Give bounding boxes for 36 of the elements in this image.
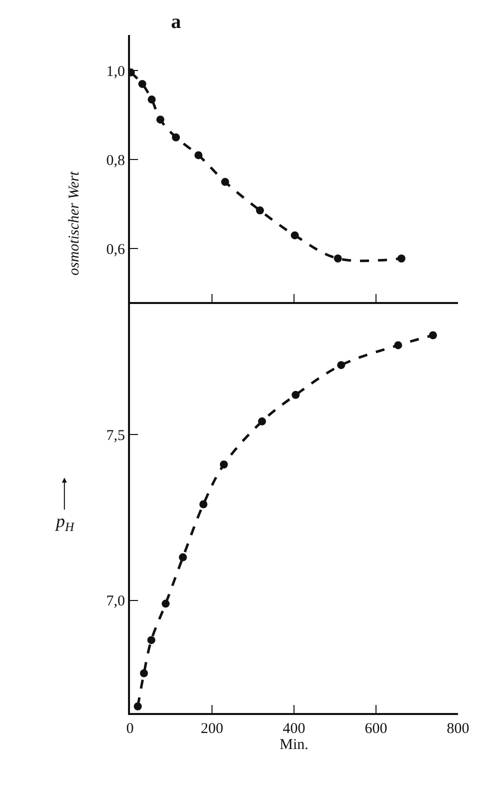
point — [162, 600, 170, 608]
point — [394, 341, 402, 350]
y-tick-label: 7,0 — [106, 594, 125, 610]
point — [194, 151, 202, 160]
y-tick-label: 0,8 — [106, 152, 125, 169]
chart-title: a — [171, 11, 181, 33]
y-tick-label: 7,5 — [106, 428, 125, 444]
point — [172, 133, 180, 142]
point — [256, 206, 264, 214]
point — [397, 254, 406, 262]
y-axis-title: p$_{H}$ — [54, 511, 75, 534]
y-axis-title: osmotischer Wert — [66, 170, 82, 276]
point — [156, 116, 164, 124]
x-tick-label: 800 — [446, 721, 470, 737]
point — [292, 390, 300, 399]
x-tick-label: 600 — [364, 721, 388, 737]
point — [258, 417, 266, 426]
point — [134, 702, 142, 710]
point — [220, 460, 228, 468]
y-tick-label: 1,0 — [106, 64, 125, 80]
point — [148, 96, 156, 104]
x-tick-label: 200 — [200, 721, 224, 737]
point — [290, 231, 299, 240]
point — [334, 254, 342, 262]
point — [199, 500, 208, 508]
point — [428, 331, 437, 340]
point — [178, 553, 187, 562]
x-tick-label: 400 — [282, 721, 306, 737]
point — [147, 636, 156, 644]
point — [221, 178, 230, 186]
point — [337, 361, 346, 370]
x-tick-label: 0 — [126, 721, 134, 737]
point — [138, 80, 146, 88]
x-axis-title: Min. — [280, 737, 308, 753]
point — [140, 669, 148, 678]
y-tick-label: 0,6 — [106, 242, 126, 258]
